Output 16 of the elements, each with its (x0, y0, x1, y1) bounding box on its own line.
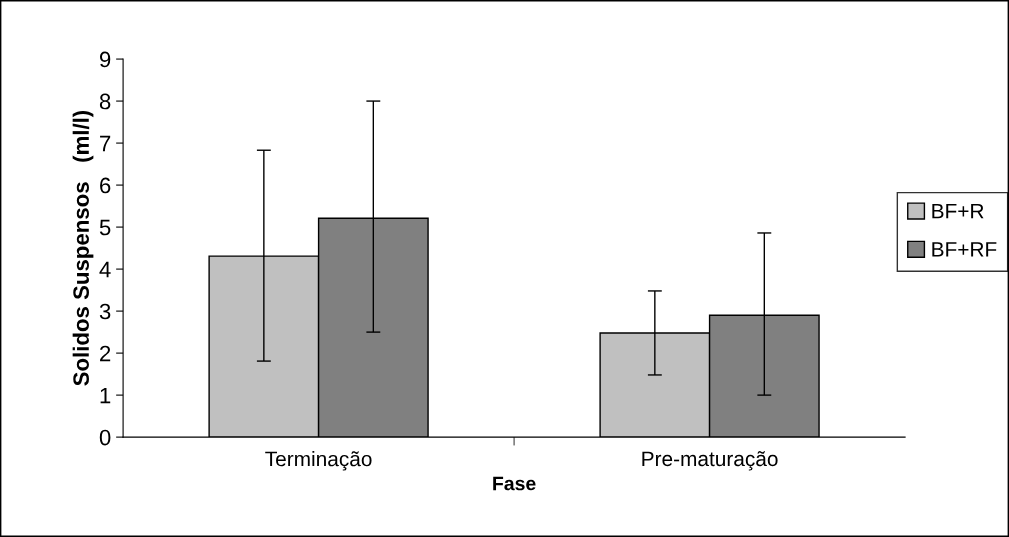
y-tick-label: 4 (99, 261, 111, 278)
y-tick-label: 0 (99, 429, 111, 446)
legend-label: BF+R (932, 203, 984, 219)
x-axis-title: Fase (493, 476, 536, 491)
y-tick-label: 3 (99, 303, 111, 320)
y-tick-label: 2 (100, 345, 111, 362)
legend-label: BF+RF (932, 242, 997, 257)
y-tick-label: 7 (100, 135, 111, 152)
y-tick-label: 9 (99, 51, 111, 68)
y-tick-label: 1 (100, 387, 111, 404)
y-tick-label: 8 (99, 93, 111, 110)
x-tick-label: Terminação (265, 451, 372, 471)
y-tick-label: 5 (99, 219, 111, 236)
y-axis-title: Solidos Suspensos (ml/l) (72, 110, 94, 386)
x-tick-label: Pre-maturação (642, 451, 778, 471)
y-tick-label: 6 (100, 177, 111, 194)
